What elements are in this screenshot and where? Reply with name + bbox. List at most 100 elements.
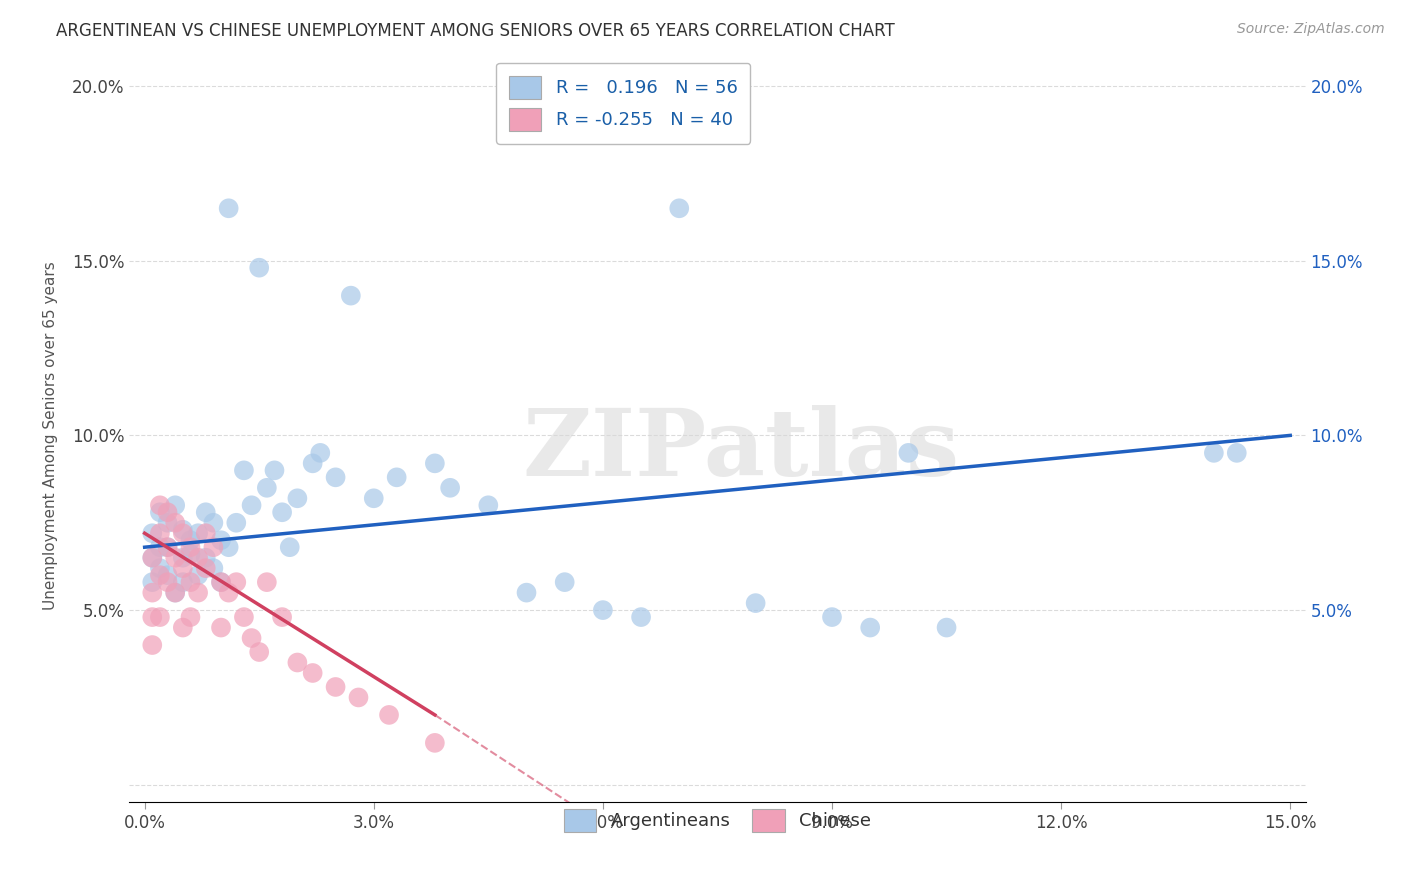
Point [141,610,163,624]
Point [301,665,323,680]
Point [149,498,172,512]
Point [897,446,920,460]
Point [232,610,254,624]
Point [256,481,278,495]
Point [202,561,225,575]
Legend: Argentineans, Chinese: Argentineans, Chinese [551,797,884,845]
Point [744,596,766,610]
Point [141,526,163,541]
Point [156,540,179,554]
Point [156,575,179,590]
Point [515,585,537,599]
Point [172,575,194,590]
Point [194,526,217,541]
Point [423,456,446,470]
Point [821,610,844,624]
Point [172,561,194,575]
Point [225,516,247,530]
Point [149,540,172,554]
Point [378,707,401,722]
Point [287,656,309,670]
Point [165,550,187,565]
Point [309,446,332,460]
Point [859,621,882,635]
Point [247,645,270,659]
Point [156,568,179,582]
Point [1202,446,1225,460]
Point [301,456,323,470]
Point [165,585,187,599]
Point [141,550,163,565]
Point [149,505,172,519]
Point [439,481,461,495]
Point [172,621,194,635]
Point [477,498,499,512]
Point [172,523,194,537]
Point [271,505,294,519]
Point [156,516,179,530]
Point [325,470,347,484]
Point [187,585,209,599]
Point [1226,446,1249,460]
Text: Source: ZipAtlas.com: Source: ZipAtlas.com [1237,22,1385,37]
Point [218,585,240,599]
Text: ARGENTINEAN VS CHINESE UNEMPLOYMENT AMONG SENIORS OVER 65 YEARS CORRELATION CHAR: ARGENTINEAN VS CHINESE UNEMPLOYMENT AMON… [56,22,896,40]
Point [179,540,201,554]
Point [149,526,172,541]
Point [256,575,278,590]
Point [187,568,209,582]
Point [218,540,240,554]
Point [218,201,240,215]
Point [347,690,370,705]
Point [165,516,187,530]
Point [271,610,294,624]
Point [165,585,187,599]
Point [668,201,690,215]
Point [209,533,232,548]
Point [630,610,652,624]
Point [179,575,201,590]
Point [209,575,232,590]
Point [287,491,309,506]
Point [165,498,187,512]
Point [209,621,232,635]
Point [141,638,163,652]
Y-axis label: Unemployment Among Seniors over 65 years: Unemployment Among Seniors over 65 years [44,261,58,610]
Point [247,260,270,275]
Point [202,540,225,554]
Point [172,526,194,541]
Point [179,547,201,561]
Point [935,621,957,635]
Point [179,610,201,624]
Point [385,470,408,484]
Point [187,526,209,541]
Point [240,631,263,645]
Point [225,575,247,590]
Point [554,575,576,590]
Point [263,463,285,477]
Point [194,550,217,565]
Text: ZIPatlas: ZIPatlas [523,405,959,495]
Point [340,288,363,302]
Point [194,561,217,575]
Point [187,550,209,565]
Point [141,575,163,590]
Point [592,603,614,617]
Point [149,561,172,575]
Point [149,568,172,582]
Point [325,680,347,694]
Point [194,505,217,519]
Point [141,550,163,565]
Point [156,505,179,519]
Point [149,610,172,624]
Point [172,550,194,565]
Point [363,491,385,506]
Point [209,575,232,590]
Point [278,540,301,554]
Point [179,533,201,548]
Point [232,463,254,477]
Point [156,540,179,554]
Point [423,736,446,750]
Point [141,585,163,599]
Point [240,498,263,512]
